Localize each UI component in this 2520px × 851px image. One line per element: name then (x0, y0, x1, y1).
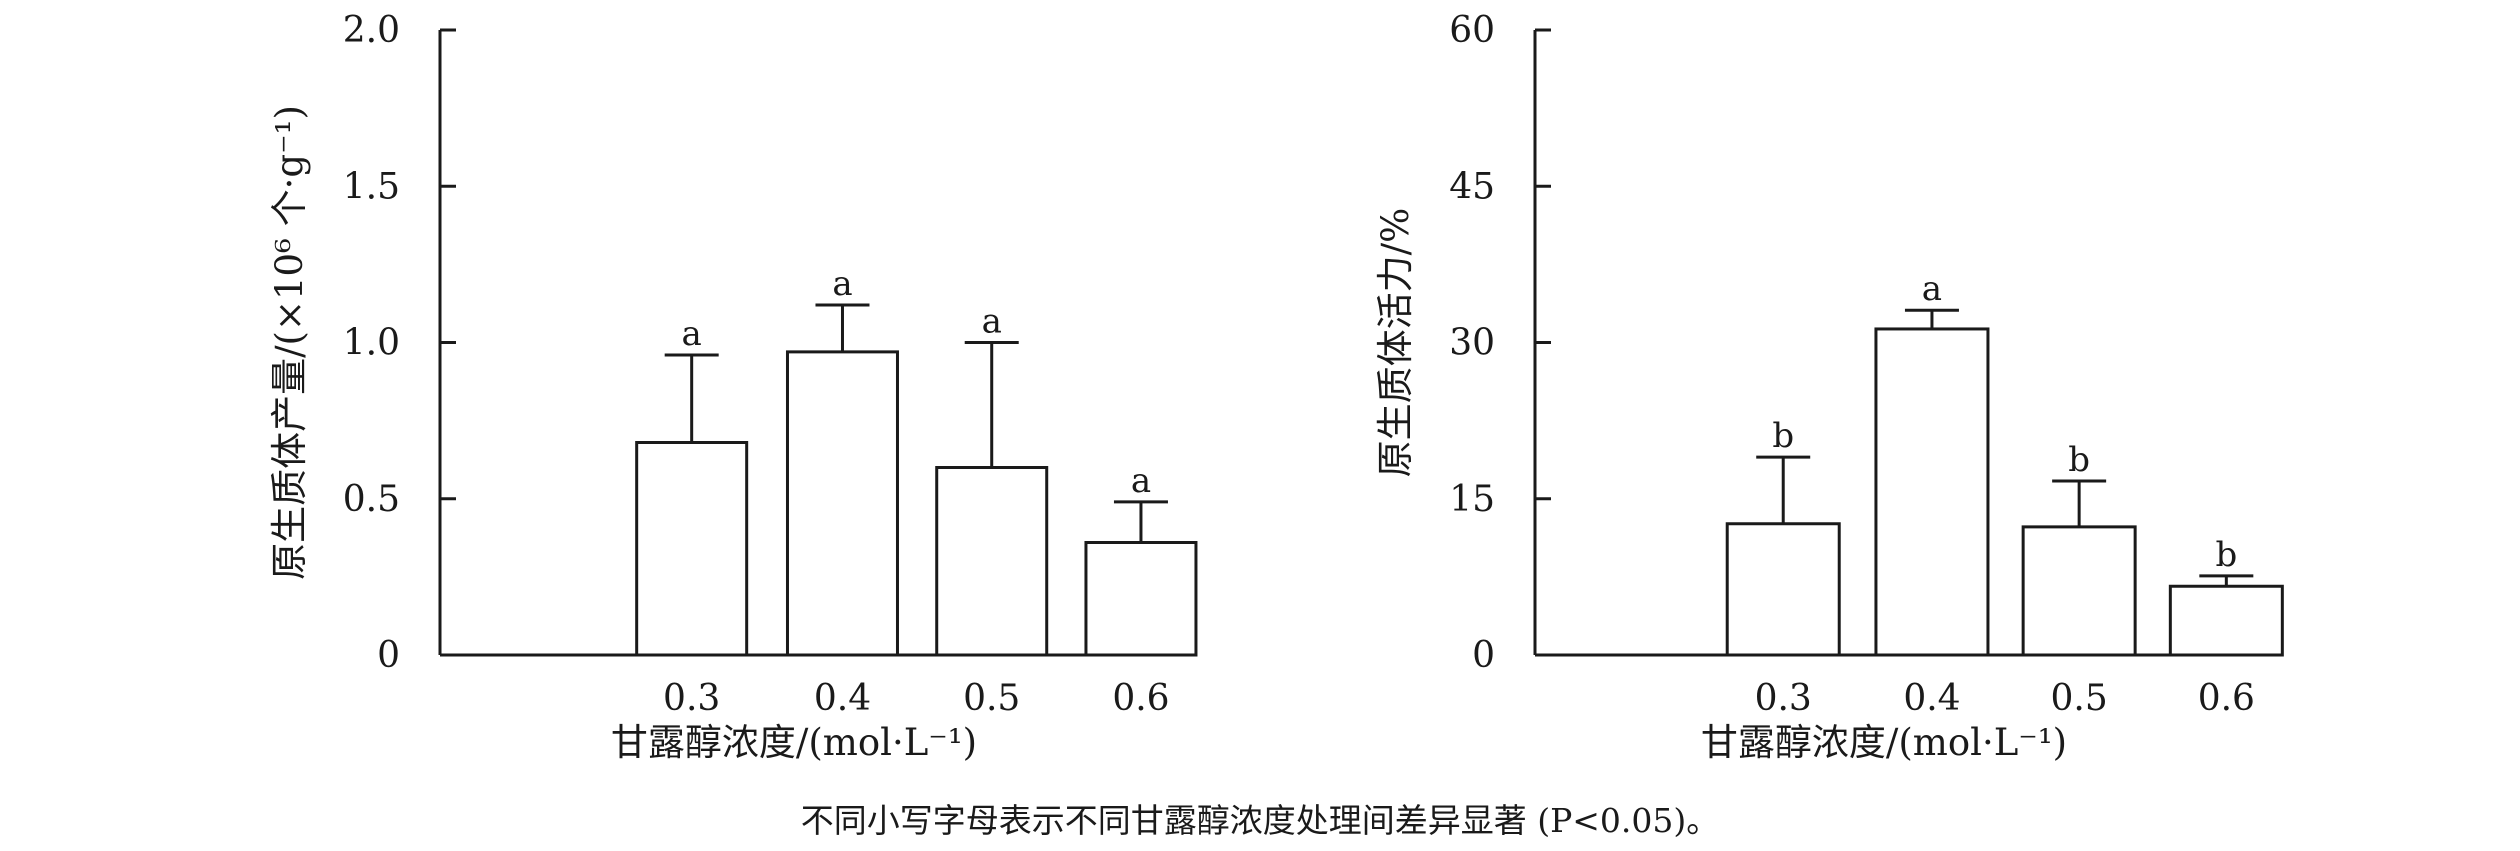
x-tick-label: 0.4 (1903, 678, 1960, 719)
x-tick-label: 0.5 (963, 678, 1020, 719)
y-tick-label: 2.0 (343, 10, 400, 51)
bar (635, 441, 749, 657)
bar (935, 466, 1049, 657)
significance-label: b (2068, 440, 2090, 480)
chart-protoplast-viability: 0 15 30 45 60 b 0.3 a 0.4 b 0.5 b 0.6 甘露醇浓度/(mol·L⁻¹)… (1374, 10, 2284, 764)
y-tick-label: 0.5 (343, 479, 400, 520)
bar (1874, 327, 1990, 657)
y-tick-label: 15 (1449, 479, 1495, 520)
x-tick-label: 0.6 (2198, 678, 2255, 719)
significance-label: a (1922, 269, 1942, 309)
x-axis-title: 甘露醇浓度/(mol·L⁻¹) (611, 721, 977, 764)
x-tick-label: 0.6 (1112, 678, 1169, 719)
y-tick-label: 45 (1449, 166, 1495, 207)
bar (1084, 541, 1198, 657)
y-axis-title: 原生质体产量/(×10⁶ 个·g⁻¹) (268, 105, 311, 580)
bar (785, 350, 899, 657)
significance-label: a (1131, 461, 1151, 501)
chart-protoplast-yield: 0 0.5 1.0 1.5 2.0 a 0.3 a 0.4 a 0.5 a 0.6 甘露醇浓度/(mol·… (268, 10, 1198, 764)
y-tick-label: 1.5 (343, 166, 400, 207)
x-tick-label: 0.4 (814, 678, 871, 719)
y-tick-label: 1.0 (343, 323, 400, 364)
significance-label: b (1772, 416, 1794, 456)
bar (2168, 584, 2284, 657)
y-tick-label: 0 (1472, 635, 1495, 676)
y-tick-label: 30 (1449, 323, 1495, 364)
significance-label: a (682, 314, 702, 354)
bar (2021, 525, 2137, 657)
x-tick-label: 0.3 (1755, 678, 1812, 719)
significance-label: a (982, 302, 1002, 342)
x-axis-title: 甘露醇浓度/(mol·L⁻¹) (1701, 721, 2067, 764)
y-axis-title: 原生质体活力/% (1374, 208, 1417, 478)
figure-caption: 不同小写字母表示不同甘露醇浓度处理间差异显著 (P<0.05)。 (801, 801, 1720, 840)
significance-label: a (832, 264, 852, 304)
bar (1725, 522, 1841, 657)
y-tick-label: 0 (377, 635, 400, 676)
x-tick-label: 0.5 (2051, 678, 2108, 719)
y-tick-label: 60 (1449, 10, 1495, 51)
significance-label: b (2215, 535, 2237, 575)
x-tick-label: 0.3 (663, 678, 720, 719)
